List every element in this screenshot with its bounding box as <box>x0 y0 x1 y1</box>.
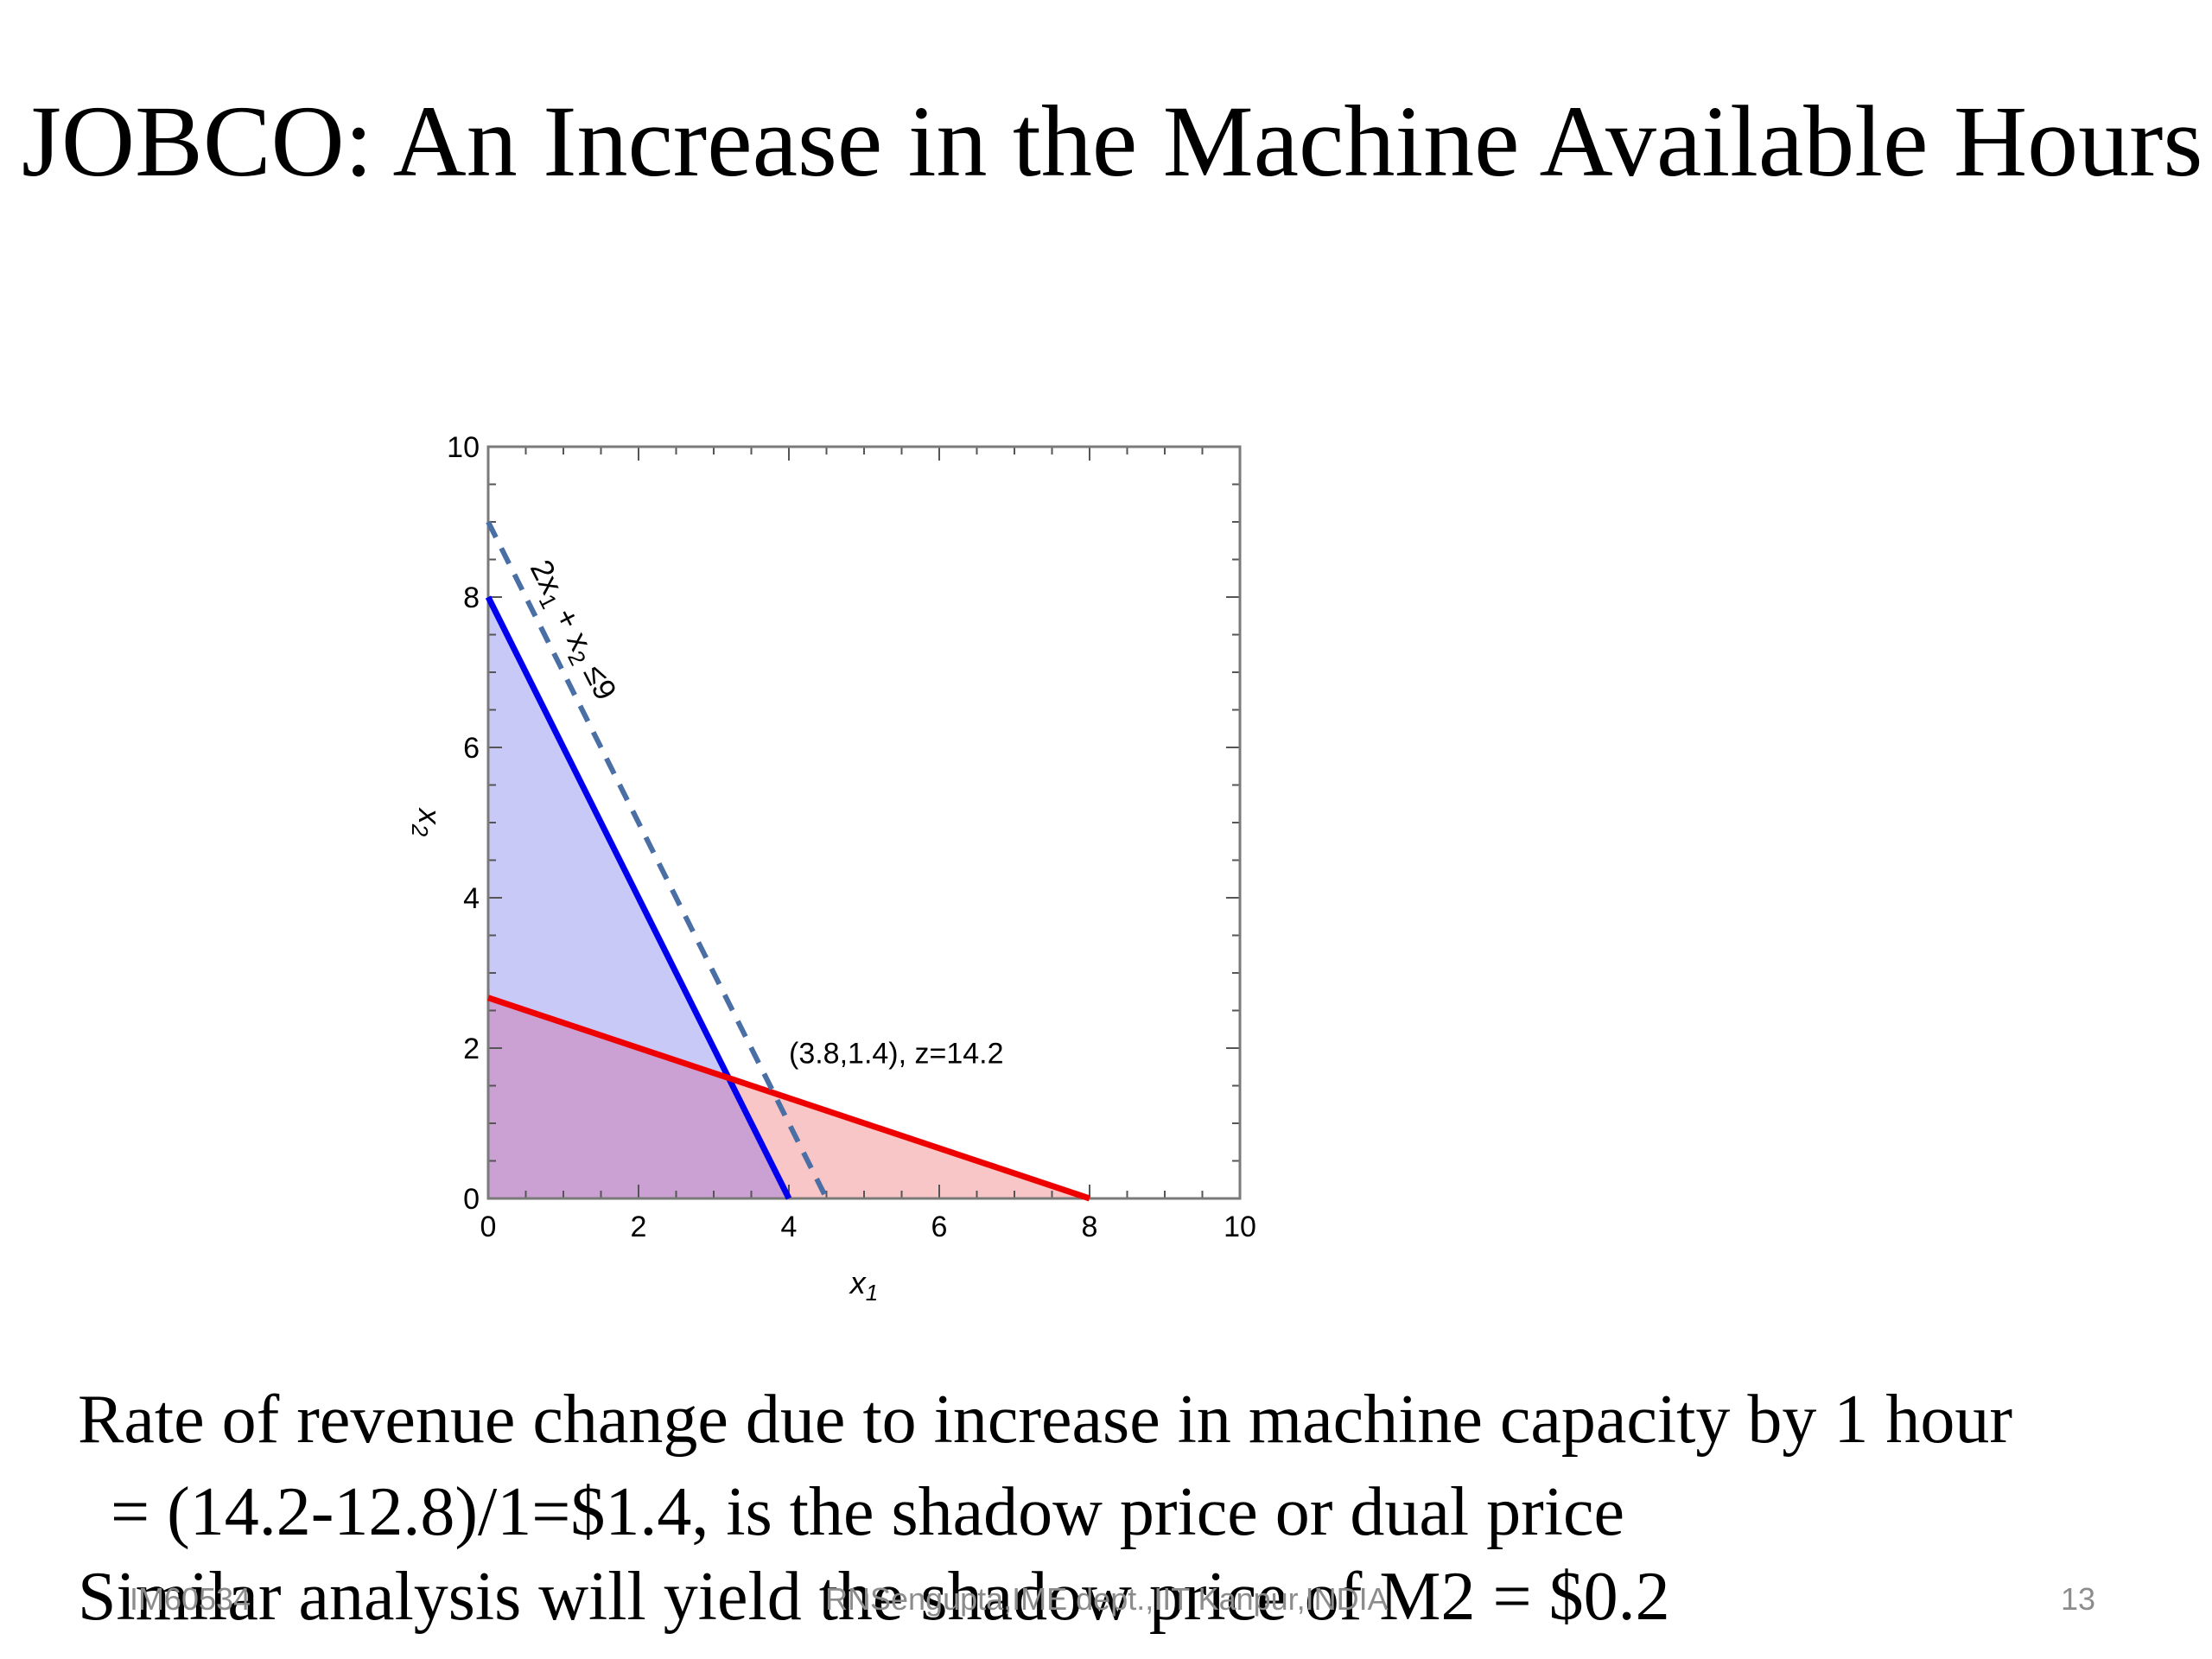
x-tick-label: 4 <box>781 1211 798 1243</box>
region-fill-overlap <box>488 997 789 1198</box>
x-tick-label: 6 <box>931 1211 948 1243</box>
constraint-lines <box>485 520 1091 1202</box>
x-tick-label: 8 <box>1082 1211 1098 1243</box>
footer-author: RNSengupta,IME dept.,IIT Kanpur,INDIA <box>825 1581 1389 1617</box>
y-tick-label: 10 <box>447 431 480 464</box>
x-tick-label: 2 <box>631 1211 647 1243</box>
tick-labels: 0 2 4 6 8 10 0 2 4 6 8 10 <box>447 431 1256 1243</box>
series-line-2 <box>486 520 830 1200</box>
body-line-2: = (14.2-12.8)/1=$1.4, is the shadow pric… <box>111 1474 1625 1550</box>
y-tick-label: 0 <box>463 1183 480 1216</box>
body-line-1: Rate of revenue change due to increase i… <box>78 1382 2013 1458</box>
region-fills <box>488 597 1090 1198</box>
body-line-3: Similar analysis will yield the shadow p… <box>78 1559 1670 1635</box>
y-tick-label: 6 <box>463 732 480 765</box>
plot-frame <box>486 445 1242 1200</box>
y-tick-label: 8 <box>463 582 480 614</box>
y-tick-label: 4 <box>463 882 480 915</box>
series-line-1 <box>486 995 1091 1202</box>
optimum-annotation: (3.8,1.4), z=14.2 <box>789 1037 1004 1070</box>
slide-title: JOBCO: An Increase in the Machine Availa… <box>22 85 2203 198</box>
footer-course-code: IM60534 <box>130 1581 251 1617</box>
page-number: 13 <box>2061 1581 2096 1617</box>
x-tick-label: 0 <box>480 1211 497 1243</box>
series-line-0 <box>485 595 792 1200</box>
y-axis-label: x2 <box>407 807 448 837</box>
x-axis-label: x1 <box>849 1265 878 1306</box>
x-tick-label: 10 <box>1224 1211 1256 1243</box>
y-tick-label: 2 <box>463 1033 480 1065</box>
